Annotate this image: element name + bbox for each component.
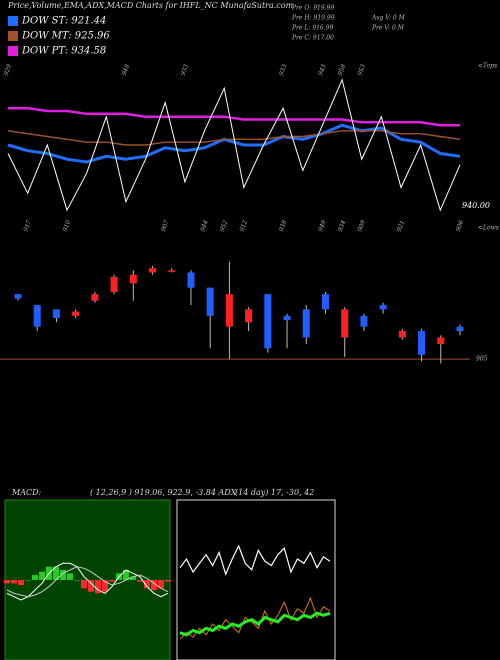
annotation: <Tops (478, 63, 497, 70)
legend-label: DOW MT: 925.96 (21, 31, 110, 42)
candle-body (33, 305, 41, 327)
info-text: Avg V: 0 M (371, 15, 406, 22)
top-label: 953 (356, 63, 367, 76)
bottom-label: 907 (160, 219, 171, 232)
legend-label: DOW PT: 934.58 (21, 46, 106, 57)
adx-line (179, 611, 331, 637)
histogram-bar (123, 570, 129, 580)
macd-line (6, 562, 169, 601)
candle-body (168, 270, 176, 272)
bottom-label: 917 (22, 219, 33, 232)
panel-subtitle: ( 12,26,9 ) 919.06, 922.9, -3.84 ADX (90, 488, 237, 497)
candle-body (129, 274, 137, 284)
histogram-bar (32, 575, 38, 580)
candle-body (302, 309, 310, 338)
price-line (7, 78, 461, 212)
legend-swatch (8, 16, 18, 26)
candle-body (379, 305, 387, 310)
page-title: Price,Volume,EMA,ADX,MACD Charts for IHF… (7, 1, 294, 10)
last-label: 940.00 (462, 201, 490, 210)
candle-body (398, 331, 406, 338)
histogram-bar (88, 580, 94, 592)
candle-body (206, 287, 214, 316)
panel-title: (14 day) 17, -30, 42 (235, 488, 314, 497)
histogram-bar (130, 576, 136, 580)
info-text: Pre H: 919.99 (291, 15, 335, 22)
candle-body (91, 294, 99, 301)
candle-body (110, 276, 118, 292)
histogram-bar (137, 580, 143, 582)
panel-title: MACD: (11, 488, 42, 497)
top-label: 933 (180, 63, 191, 76)
top-label: 929 (3, 63, 14, 76)
top-label: 948 (121, 63, 132, 76)
candle-body (52, 309, 60, 318)
top-label: 943 (317, 63, 328, 76)
bottom-label: 909 (356, 219, 367, 232)
histogram-bar (25, 580, 31, 581)
top-label: 933 (278, 63, 289, 76)
histogram-bar (151, 580, 157, 590)
candle-body (341, 309, 349, 338)
candle-body (437, 337, 445, 344)
histogram-bar (158, 580, 164, 589)
histogram-bar (39, 571, 45, 580)
histogram-bar (18, 580, 24, 585)
candle-body (149, 268, 157, 273)
adx-line (179, 544, 331, 576)
candle-body (283, 315, 291, 321)
histogram-bar (67, 573, 73, 580)
candle-body (418, 331, 426, 355)
histogram-bar (144, 580, 150, 589)
histogram-bar (74, 580, 80, 581)
candle-body (245, 309, 253, 323)
histogram-bar (109, 580, 115, 582)
bottom-label: 934 (337, 219, 348, 232)
panel (176, 499, 336, 660)
info-text: Pre V: 0 M (371, 25, 405, 32)
info-text: Pre L: 916.99 (291, 25, 333, 32)
histogram-bar (81, 580, 87, 589)
bottom-label: 910 (62, 219, 73, 232)
bottom-label: 912 (239, 219, 250, 232)
histogram-bar (165, 580, 171, 582)
candle-body (14, 294, 22, 299)
info-text: Pre O: 919.99 (291, 5, 334, 12)
legend-swatch (8, 46, 18, 56)
candle-body (360, 315, 368, 327)
adx-line (179, 596, 331, 640)
histogram-bar (4, 580, 10, 584)
candle-body (225, 294, 233, 327)
bottom-label: 949 (317, 219, 328, 232)
histogram-bar (11, 580, 17, 584)
y-tick-label: 905 (476, 356, 488, 363)
candle-body (72, 311, 80, 316)
legend-label: DOW ST: 921.44 (21, 16, 106, 27)
legend-swatch (8, 31, 18, 41)
bottom-label: 944 (199, 219, 210, 232)
candle-body (456, 326, 464, 331)
bottom-label: 952 (219, 219, 230, 232)
candle-body (321, 294, 329, 310)
histogram-bar (102, 580, 108, 592)
bottom-label: 921 (396, 219, 406, 232)
ema-line (8, 106, 460, 127)
histogram-bar (53, 566, 59, 580)
candle-body (264, 294, 272, 349)
bottom-label: 938 (278, 219, 289, 232)
top-label: 958 (337, 63, 348, 76)
histogram-bar (60, 570, 66, 580)
annotation: <Lows (478, 225, 499, 232)
candle-body (187, 272, 195, 288)
info-text: Pre C: 917.00 (291, 35, 334, 42)
histogram-bar (95, 580, 101, 594)
macd-line (6, 566, 169, 598)
bottom-label: 906 (455, 219, 466, 232)
